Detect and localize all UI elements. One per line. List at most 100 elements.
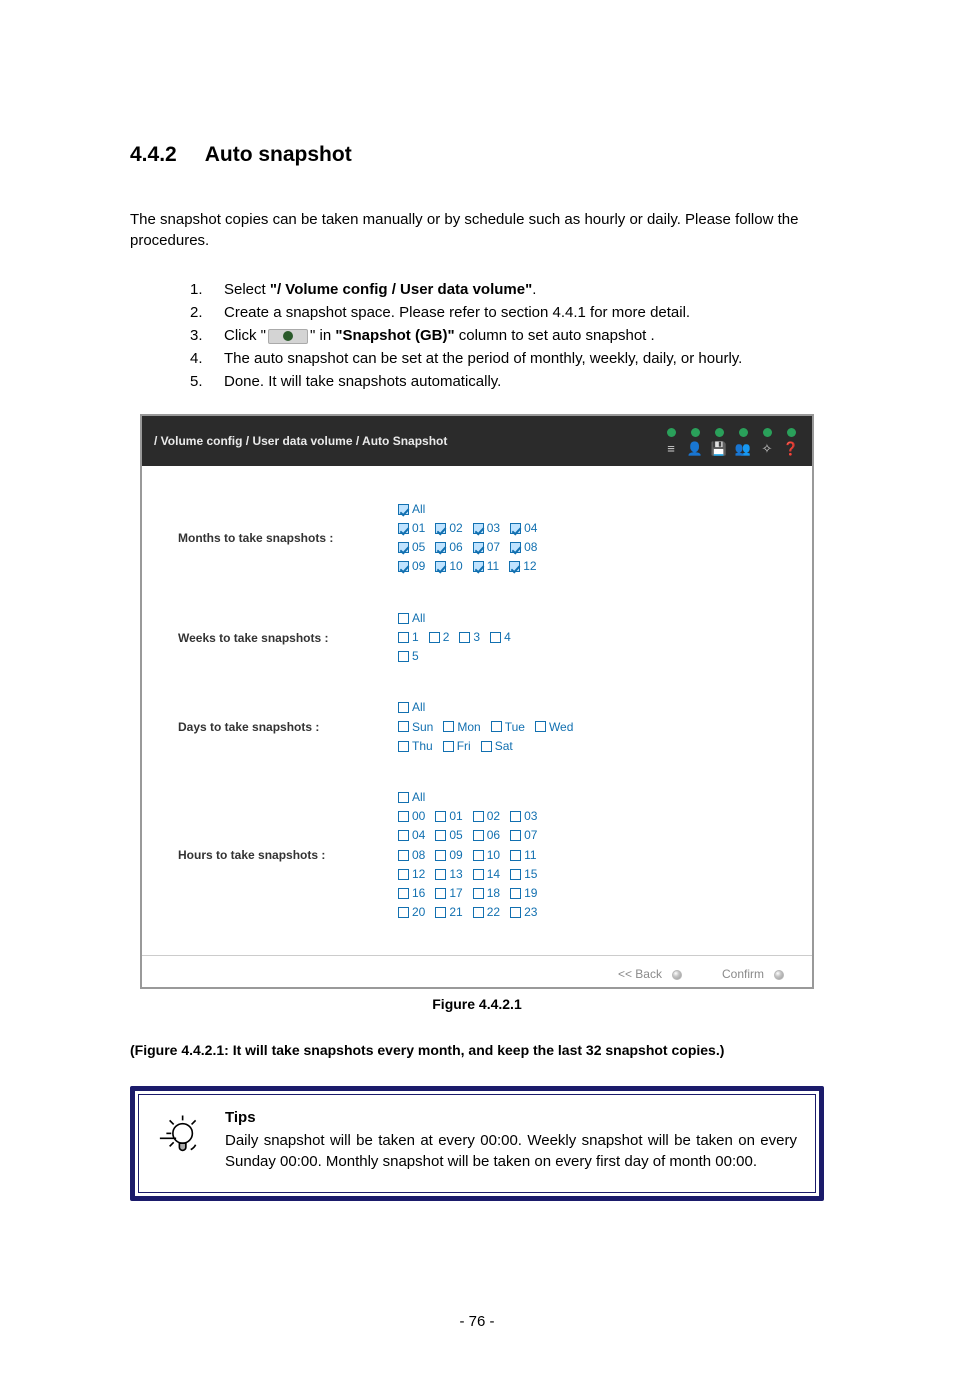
checkbox-option[interactable]: 2 bbox=[429, 628, 450, 645]
step-item: 5.Done. It will take snapshots automatic… bbox=[190, 371, 824, 392]
checkbox-option[interactable]: 07 bbox=[473, 539, 500, 556]
checkbox-option[interactable]: 5 bbox=[398, 648, 419, 665]
status-dot-icon bbox=[667, 428, 676, 437]
checkbox-option[interactable]: 1 bbox=[398, 628, 419, 645]
checkbox-option[interactable]: 06 bbox=[435, 539, 462, 556]
checkbox-option[interactable]: 09 bbox=[398, 558, 425, 575]
checkbox-option[interactable]: 16 bbox=[398, 885, 425, 902]
checkbox-icon bbox=[443, 721, 454, 732]
checkbox-option[interactable]: 02 bbox=[435, 520, 462, 537]
checkbox-option[interactable]: Sat bbox=[481, 737, 513, 754]
checkbox-label: 07 bbox=[487, 540, 500, 554]
header-icon[interactable]: ✧ bbox=[758, 428, 776, 458]
checkbox-option[interactable]: Sun bbox=[398, 718, 433, 735]
step-item: 1.Select "/ Volume config / User data vo… bbox=[190, 279, 824, 300]
checkbox-option[interactable]: 06 bbox=[473, 827, 500, 844]
config-options: All 00 01 02 03 04 05 06 07 08 09 10 11 12 13 14 15 16 17 1… bbox=[398, 789, 547, 924]
checkbox-option[interactable]: Wed bbox=[535, 718, 573, 735]
checkbox-option[interactable]: 4 bbox=[490, 628, 511, 645]
header-glyph-icon: ✧ bbox=[758, 440, 776, 458]
checkbox-all[interactable]: All bbox=[398, 699, 425, 716]
tips-heading: Tips bbox=[225, 1107, 797, 1128]
checkbox-icon bbox=[473, 830, 484, 841]
checkbox-all[interactable]: All bbox=[398, 500, 425, 517]
checkbox-label: 06 bbox=[449, 540, 462, 554]
page-number: - 76 - bbox=[130, 1311, 824, 1332]
header-icon[interactable]: 💾 bbox=[710, 428, 728, 458]
checkbox-all[interactable]: All bbox=[398, 789, 425, 806]
checkbox-option[interactable]: 17 bbox=[435, 885, 462, 902]
section-heading: 4.4.2Auto snapshot bbox=[130, 140, 824, 169]
checkbox-label: 06 bbox=[487, 828, 500, 842]
status-dot-icon bbox=[763, 428, 772, 437]
checkbox-icon bbox=[510, 888, 521, 899]
checkbox-icon bbox=[398, 632, 409, 643]
checkbox-option[interactable]: 01 bbox=[435, 808, 462, 825]
checkbox-label: 13 bbox=[449, 867, 462, 881]
checkbox-option[interactable]: 02 bbox=[473, 808, 500, 825]
checkbox-option[interactable]: 13 bbox=[435, 865, 462, 882]
checkbox-label: All bbox=[412, 611, 425, 625]
checkbox-option[interactable]: 12 bbox=[509, 558, 536, 575]
checkbox-option[interactable]: 3 bbox=[459, 628, 480, 645]
checkbox-icon bbox=[490, 632, 501, 643]
back-button[interactable]: << Back bbox=[618, 966, 682, 983]
checkbox-label: 05 bbox=[412, 540, 425, 554]
checkbox-label: 14 bbox=[487, 867, 500, 881]
tips-text: Tips Daily snapshot will be taken at eve… bbox=[225, 1107, 797, 1172]
checkbox-option[interactable]: 10 bbox=[473, 846, 500, 863]
checkbox-option[interactable]: 11 bbox=[510, 846, 536, 863]
checkbox-label: 2 bbox=[443, 630, 450, 644]
checkbox-label: 07 bbox=[524, 828, 537, 842]
header-icon[interactable]: 👥 bbox=[734, 428, 752, 458]
checkbox-option[interactable]: 20 bbox=[398, 904, 425, 921]
checkbox-option[interactable]: Tue bbox=[491, 718, 525, 735]
checkbox-option[interactable]: Thu bbox=[398, 737, 433, 754]
checkbox-option[interactable]: 21 bbox=[435, 904, 462, 921]
confirm-button-dot-icon bbox=[774, 970, 784, 980]
header-icon[interactable]: 👤 bbox=[686, 428, 704, 458]
checkbox-all[interactable]: All bbox=[398, 609, 425, 626]
checkbox-label: 03 bbox=[487, 521, 500, 535]
config-options: All Sun Mon Tue Wed Thu Fri Sat bbox=[398, 699, 583, 757]
checkbox-icon bbox=[481, 741, 492, 752]
checkbox-option[interactable]: 22 bbox=[473, 904, 500, 921]
checkbox-option[interactable]: 09 bbox=[435, 846, 462, 863]
checkbox-option[interactable]: 19 bbox=[510, 885, 537, 902]
checkbox-label: 1 bbox=[412, 630, 419, 644]
checkbox-option[interactable]: 03 bbox=[473, 520, 500, 537]
checkbox-option[interactable]: 12 bbox=[398, 865, 425, 882]
checkbox-option[interactable]: 10 bbox=[435, 558, 462, 575]
section-title: Auto snapshot bbox=[205, 143, 352, 166]
checkbox-icon bbox=[398, 702, 409, 713]
step-text: Done. It will take snapshots automatical… bbox=[224, 371, 824, 392]
checkbox-option[interactable]: 04 bbox=[398, 827, 425, 844]
checkbox-option[interactable]: 23 bbox=[510, 904, 537, 921]
checkbox-option[interactable]: 05 bbox=[398, 539, 425, 556]
checkbox-option[interactable]: 05 bbox=[435, 827, 462, 844]
checkbox-option[interactable]: 14 bbox=[473, 865, 500, 882]
checkbox-label: 09 bbox=[449, 848, 462, 862]
header-icon[interactable]: ❓ bbox=[782, 428, 800, 458]
config-label: Weeks to take snapshots : bbox=[178, 609, 398, 667]
config-row-hours: Hours to take snapshots :All000102030405… bbox=[142, 773, 812, 940]
checkbox-option[interactable]: 08 bbox=[510, 539, 537, 556]
checkbox-label: 02 bbox=[487, 809, 500, 823]
checkbox-label: 12 bbox=[412, 867, 425, 881]
checkbox-option[interactable]: 07 bbox=[510, 827, 537, 844]
checkbox-option[interactable]: Mon bbox=[443, 718, 480, 735]
confirm-button[interactable]: Confirm bbox=[722, 966, 784, 983]
header-icon[interactable]: ≡ bbox=[662, 428, 680, 458]
checkbox-icon bbox=[429, 632, 440, 643]
checkbox-option[interactable]: 04 bbox=[510, 520, 537, 537]
checkbox-option[interactable]: 03 bbox=[510, 808, 537, 825]
checkbox-label: 23 bbox=[524, 905, 537, 919]
checkbox-option[interactable]: 01 bbox=[398, 520, 425, 537]
checkbox-option[interactable]: 15 bbox=[510, 865, 537, 882]
checkbox-option[interactable]: 18 bbox=[473, 885, 500, 902]
checkbox-option[interactable]: 08 bbox=[398, 846, 425, 863]
checkbox-option[interactable]: 00 bbox=[398, 808, 425, 825]
checkbox-label: 16 bbox=[412, 886, 425, 900]
checkbox-option[interactable]: Fri bbox=[443, 737, 471, 754]
checkbox-option[interactable]: 11 bbox=[473, 558, 499, 575]
